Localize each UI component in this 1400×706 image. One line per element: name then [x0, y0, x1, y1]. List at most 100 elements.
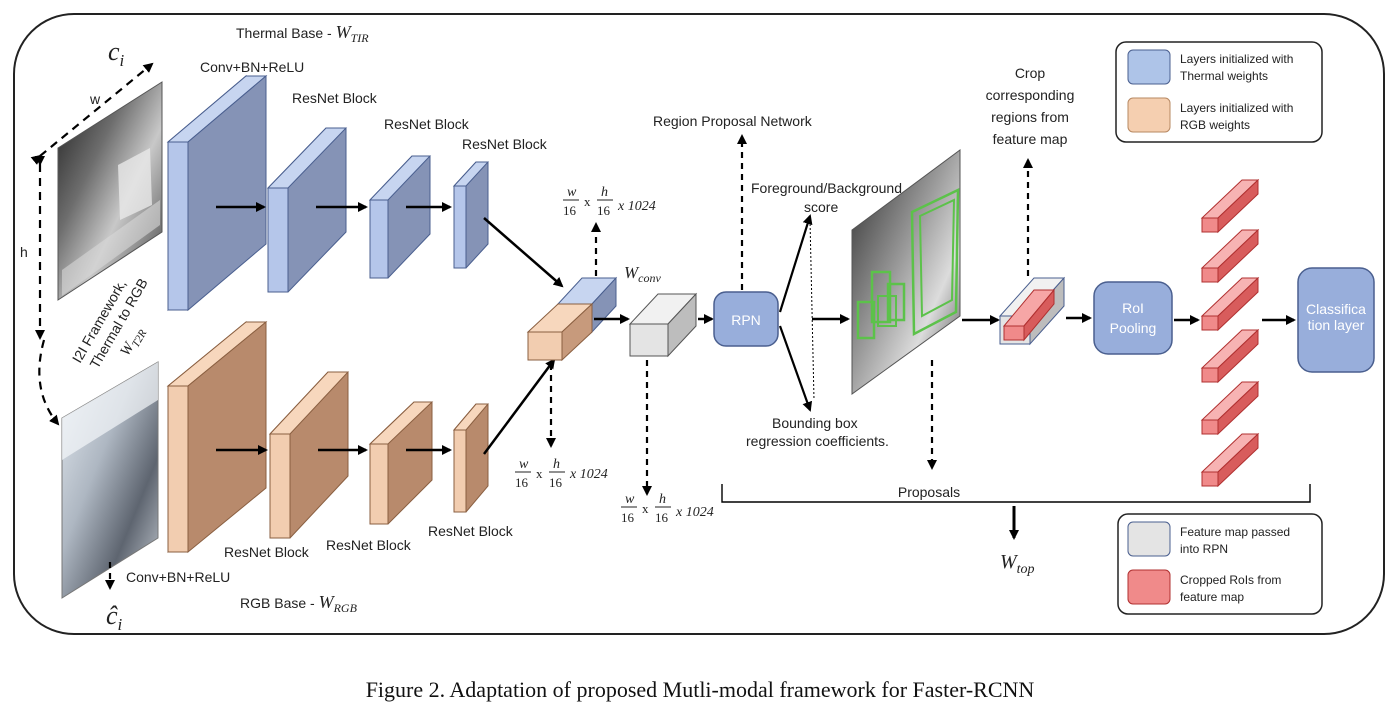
legend-bottom: Feature map passed into RPN Cropped RoIs… [1117, 513, 1323, 615]
roi-bar-4 [1200, 328, 1260, 384]
legend-swatch-feature [1127, 521, 1171, 557]
rpn-to-bbox-arrow [778, 325, 813, 412]
crop-label-3: regions from [991, 109, 1069, 125]
roi-bar-6 [1200, 432, 1260, 488]
rgb-output-image [61, 361, 159, 599]
roi-bar-5 [1200, 380, 1260, 436]
crop-feature-block [998, 276, 1066, 346]
fgbg-label-2: score [804, 199, 838, 215]
roi-label-2: Pooling [1110, 320, 1157, 336]
dims-lower-left: w 16 x h 16 x 1024 [515, 457, 608, 490]
svg-text:16: 16 [549, 475, 563, 490]
rgb-resnet-label-2: ResNet Block [326, 537, 412, 553]
svg-text:16: 16 [597, 203, 611, 218]
thermal-resnet-block-1 [266, 127, 348, 293]
svg-text:16: 16 [655, 510, 669, 525]
thermal-resnet-label-3: ResNet Block [462, 136, 548, 152]
svg-text:x 1024: x 1024 [569, 467, 608, 482]
thermal-to-concat-arrow [483, 217, 564, 288]
fgbg-bbox-dotted-link [809, 219, 815, 401]
i2i-arrow [38, 339, 60, 426]
dims-lower-right: w 16 x h 16 x 1024 [621, 492, 714, 525]
svg-text:x 1024: x 1024 [617, 199, 656, 214]
svg-text:h: h [601, 185, 608, 200]
svg-text:Thermal weights: Thermal weights [1180, 69, 1268, 83]
thermal-base-title: Thermal Base - WTIR [236, 22, 369, 45]
concat-feature-block [526, 276, 618, 362]
roi-label-1: RoI [1122, 300, 1144, 316]
svg-text:Feature map passed: Feature map passed [1180, 525, 1290, 539]
thermal-conv-label: Conv+BN+ReLU [200, 59, 304, 75]
svg-text:16: 16 [621, 510, 635, 525]
rgb-resnet-label-3: ResNet Block [428, 523, 514, 539]
width-dimension-arrow [30, 62, 154, 165]
proposal-image [851, 149, 961, 395]
rgb-base-title: RGB Base - WRGB [240, 592, 358, 615]
proposals-brace [721, 484, 1311, 503]
svg-text:RGB weights: RGB weights [1180, 118, 1250, 132]
thermal-resnet-block-2 [368, 155, 432, 279]
svg-text:x 1024: x 1024 [675, 505, 714, 520]
svg-text:feature map: feature map [1180, 590, 1244, 604]
classification-label-2: tion layer [1308, 317, 1365, 333]
w-top-label: Wtop [1000, 551, 1035, 577]
bbox-label-2: regression coefficients. [746, 433, 889, 449]
proposals-label: Proposals [898, 484, 960, 500]
w-conv-label: Wconv [624, 263, 661, 285]
crop-label-4: feature map [993, 131, 1068, 147]
rpn-label: RPN [731, 312, 761, 328]
crop-label-1: Crop [1015, 65, 1046, 81]
svg-text:x: x [642, 501, 649, 516]
legend-swatch-thermal [1127, 49, 1171, 85]
svg-text:x: x [536, 466, 543, 481]
svg-text:w: w [625, 492, 635, 507]
roi-bar-2 [1200, 228, 1260, 284]
svg-text:Layers initialized with: Layers initialized with [1180, 52, 1293, 66]
roi-bar-1 [1200, 178, 1260, 234]
thermal-resnet-block-3 [452, 161, 490, 269]
bbox-label-1: Bounding box [772, 415, 858, 431]
legend-swatch-roi [1127, 569, 1171, 605]
c-hat-label: ĉi [106, 601, 123, 634]
svg-text:w: w [519, 457, 529, 472]
rgb-resnet-label-1: ResNet Block [224, 544, 310, 560]
classification-box [1297, 267, 1375, 373]
conv-feature-block [628, 292, 698, 358]
h-label: h [20, 244, 28, 260]
rgb-resnet-block-1 [268, 371, 350, 539]
svg-text:x: x [584, 194, 591, 209]
rpn-to-fgbg-arrow [778, 214, 813, 313]
thermal-input-image [57, 81, 163, 301]
thermal-conv-layer [166, 74, 268, 312]
svg-text:w: w [567, 185, 577, 200]
legend-swatch-rgb [1127, 97, 1171, 133]
rgb-conv-layer [166, 320, 268, 554]
rgb-resnet-block-2 [368, 401, 434, 525]
svg-text:h: h [659, 492, 666, 507]
thermal-resnet-label-2: ResNet Block [384, 116, 470, 132]
rgb-resnet-block-3 [452, 403, 490, 513]
rpn-box [713, 291, 779, 347]
svg-text:Layers initialized with: Layers initialized with [1180, 101, 1293, 115]
legend-top: Layers initialized with Thermal weights … [1115, 41, 1323, 143]
svg-text:16: 16 [515, 475, 529, 490]
rgb-conv-label: Conv+BN+ReLU [126, 569, 230, 585]
outer-frame [13, 13, 1385, 635]
roi-stack [1200, 178, 1260, 488]
crop-label-2: corresponding [986, 87, 1075, 103]
svg-text:into RPN: into RPN [1180, 542, 1228, 556]
svg-text:16: 16 [563, 203, 577, 218]
w-label: w [89, 91, 101, 107]
fgbg-label-1: Foreground/Background [751, 180, 902, 196]
rgb-to-concat-arrow [482, 358, 556, 455]
svg-text:h: h [553, 457, 560, 472]
svg-text:Cropped RoIs from: Cropped RoIs from [1180, 573, 1281, 587]
rpn-title: Region Proposal Network [653, 113, 813, 129]
classification-label-1: Classifica [1306, 301, 1366, 317]
dims-upper: w 16 x h 16 x 1024 [563, 185, 656, 218]
figure-caption: Figure 2. Adaptation of proposed Mutli-m… [366, 677, 1035, 702]
roi-bar-3 [1200, 276, 1260, 332]
c-i-label: ci [108, 37, 125, 70]
thermal-resnet-label-1: ResNet Block [292, 90, 378, 106]
